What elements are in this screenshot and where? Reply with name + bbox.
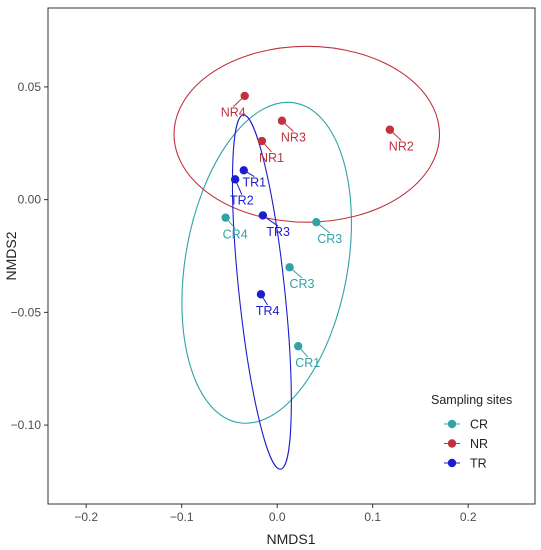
point-label-cr3: CR3 (317, 232, 342, 246)
legend-title: Sampling sites (431, 393, 512, 407)
x-tick-label: −0.2 (74, 510, 98, 524)
point-label-nr1: NR1 (259, 151, 284, 165)
y-tick-label: 0.00 (18, 193, 42, 207)
point-label-tr2: TR2 (230, 194, 254, 208)
legend: Sampling sites CR NR TR (431, 393, 512, 471)
point-cr3 (285, 263, 294, 272)
plot-panel-border (47, 7, 536, 505)
legend-key-tr (447, 458, 457, 468)
point-tr3 (258, 211, 268, 220)
point-label-cr3: CR3 (289, 277, 314, 291)
y-axis: 0.05 0.00 −0.05 −0.10 (11, 80, 48, 432)
x-axis: −0.2 −0.1 0.0 0.1 0.2 (74, 504, 477, 524)
point-label-tr4: TR4 (256, 304, 280, 318)
point-label-nr3: NR3 (281, 131, 306, 145)
x-tick-label: 0.2 (460, 510, 477, 524)
ellipse-cr (181, 101, 352, 424)
data-points (221, 91, 395, 351)
x-axis-title: NMDS1 (266, 531, 315, 547)
label-leader-lines (225, 95, 402, 358)
x-tick-label: 0.1 (364, 510, 381, 524)
point-nr1 (257, 136, 267, 146)
legend-key-cr (447, 419, 457, 429)
point-labels: CR1 CR3 CR3 CR4 NR4 NR3 NR1 NR2 TR1 TR2 TR3 TR4 (221, 106, 414, 370)
point-nr4 (240, 91, 249, 101)
legend-label-nr: NR (470, 437, 488, 451)
point-cr4 (221, 213, 230, 222)
point-tr1 (239, 166, 248, 175)
legend-label-tr: TR (470, 457, 487, 471)
y-tick-label: −0.10 (11, 418, 42, 432)
legend-key-nr (447, 439, 457, 448)
point-label-cr4: CR4 (223, 227, 248, 241)
y-axis-title: NMDS2 (3, 231, 19, 280)
point-label-nr2: NR2 (389, 140, 414, 154)
x-tick-label: 0.0 (269, 510, 286, 524)
y-tick-label: 0.05 (18, 80, 42, 94)
y-tick-label: −0.05 (11, 305, 42, 319)
point-label-tr3: TR3 (266, 225, 290, 239)
point-label-tr1: TR1 (242, 176, 266, 190)
point-cr1 (293, 341, 303, 351)
point-label-cr1: CR1 (295, 356, 320, 370)
point-tr4 (256, 290, 266, 299)
point-nr3 (277, 116, 287, 125)
point-tr2 (230, 175, 240, 184)
ellipse-tr (231, 114, 292, 470)
x-tick-label: −0.1 (170, 510, 194, 524)
point-nr2 (385, 125, 395, 134)
confidence-ellipses (173, 45, 441, 470)
legend-label-cr: CR (470, 418, 488, 432)
ellipse-nr (173, 45, 441, 223)
point-cr3 (312, 217, 321, 227)
point-label-nr4: NR4 (221, 106, 246, 120)
